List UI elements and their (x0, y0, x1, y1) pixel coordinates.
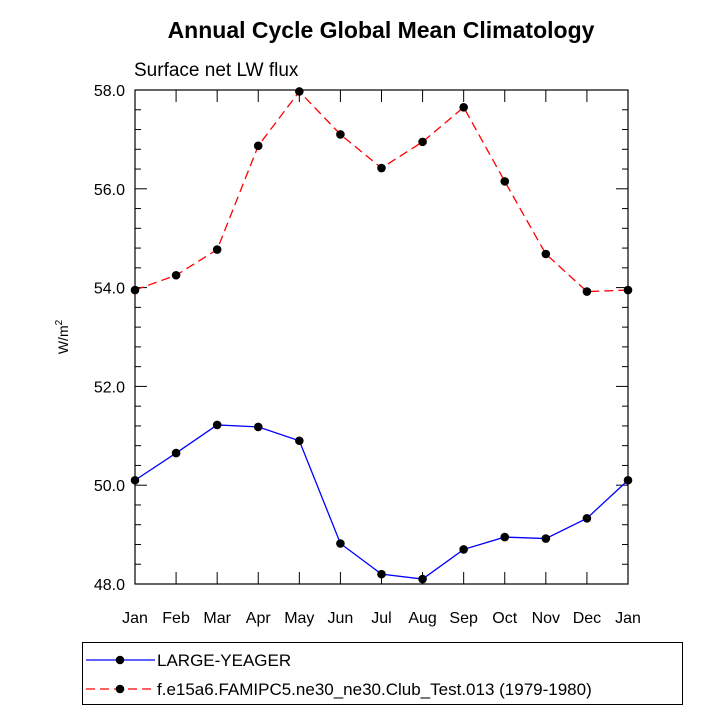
x-tick-label: Jan (615, 610, 641, 627)
series-1-point (171, 448, 181, 458)
y-tick-label: 58.0 (94, 83, 125, 100)
x-tick-label: Mar (203, 610, 231, 627)
series-1-point (582, 513, 592, 523)
legend-box (82, 642, 683, 705)
series-1-point (459, 545, 468, 554)
series-2-point (130, 285, 140, 295)
x-tick-label: Feb (162, 610, 190, 627)
y-tick-label: 56.0 (94, 182, 125, 199)
legend-label-2: f.e15a6.FAMIPC5.ne30_ne30.Club_Test.013 … (157, 680, 592, 699)
series-1-point (130, 475, 140, 485)
y-tick-label: 48.0 (94, 577, 125, 594)
series-2-point (582, 287, 592, 296)
y-tick-label: 52.0 (94, 379, 125, 396)
axes: 48.0 50.0 52.0 54.0 56.0 58.0 Jan Feb Mar Apr May J… (94, 83, 641, 627)
series-2-point (500, 177, 510, 186)
legend-marker-2 (115, 684, 125, 694)
legend-marker-1 (115, 655, 125, 665)
series-2-point (336, 130, 345, 139)
y-axis-label-base: W/m (55, 325, 71, 354)
x-tick-label: Aug (408, 610, 436, 627)
series-1-point (212, 420, 222, 430)
series-line-2 (134, 90, 629, 293)
series-2-point (295, 87, 304, 96)
series-2-point (253, 141, 263, 151)
series-1-point (253, 422, 263, 432)
x-tick-label: Jul (371, 610, 391, 627)
series-line-1 (134, 424, 629, 580)
x-tick-label: Nov (532, 610, 560, 627)
y-axis-label-superscript: 2 (54, 319, 65, 325)
series-2-point (171, 270, 181, 280)
y-tick-label: 50.0 (94, 478, 125, 495)
x-tick-label: Sep (449, 610, 478, 627)
chart-title: Annual Cycle Global Mean Climatology (168, 17, 595, 43)
series-1-point (500, 532, 510, 542)
series-2-point (623, 285, 633, 295)
legend-label-1: LARGE-YEAGER (157, 651, 291, 670)
series-1-point (295, 436, 304, 446)
series-1-point (377, 569, 386, 579)
x-tick-label: Dec (573, 610, 601, 627)
series-layer (130, 87, 633, 584)
series-2-point (377, 163, 386, 173)
y-tick-label: 54.0 (94, 281, 125, 298)
legend: LARGE-YEAGER f.e15a6.FAMIPC5.ne30_ne30.Cl… (82, 642, 683, 705)
series-1-point (418, 574, 427, 584)
series-1-point (541, 534, 551, 543)
series-2-point (418, 137, 427, 147)
x-tick-label: Jan (122, 610, 148, 627)
series-1-point (336, 539, 345, 548)
x-tick-label: May (284, 610, 314, 627)
x-tick-label: Apr (246, 610, 272, 627)
x-tick-label: Oct (492, 610, 517, 627)
y-axis-label: W/m2 (54, 319, 71, 354)
series-2-point (212, 245, 222, 254)
series-2-point (459, 102, 468, 112)
chart-subtitle: Surface net LW flux (134, 60, 299, 81)
series-2-point (541, 249, 551, 259)
x-tick-label: Jun (328, 610, 354, 627)
series-1-point (623, 475, 633, 485)
